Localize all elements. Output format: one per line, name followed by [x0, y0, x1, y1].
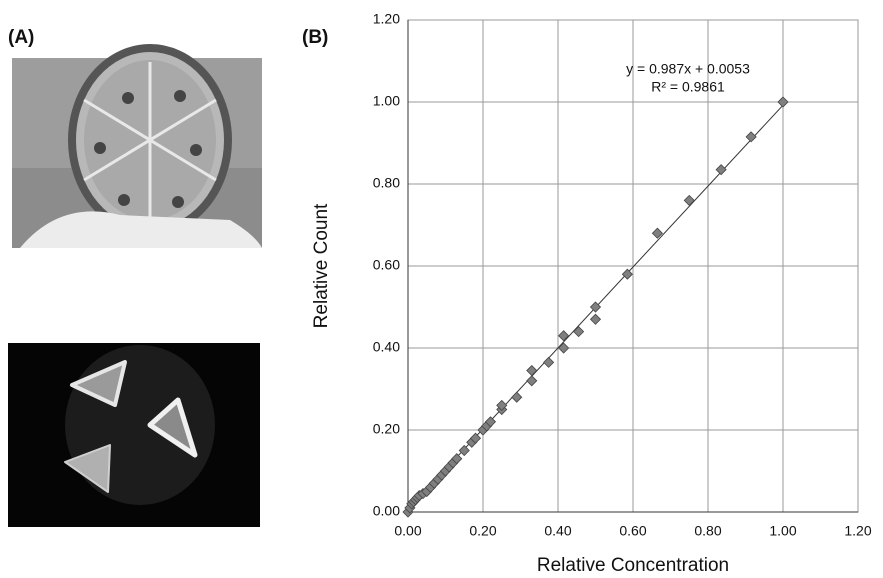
photo-fluorescence: [8, 343, 260, 527]
y-tick-label: 0.40: [373, 339, 400, 355]
point: [526, 375, 538, 387]
x-tick-label: 0.80: [694, 523, 721, 539]
point: [451, 453, 463, 465]
trendline-equation: y = 0.987x + 0.0053: [626, 61, 750, 77]
panel-label: (A): [8, 27, 34, 48]
point: [558, 342, 570, 354]
point: [715, 164, 727, 176]
point: [621, 268, 633, 280]
y-tick-label: 0.60: [373, 257, 400, 273]
point: [469, 432, 482, 444]
x-axis-title: Relative Concentration: [537, 555, 729, 576]
x-tick-label: 0.00: [394, 523, 421, 539]
y-tick-label: 0.20: [373, 421, 400, 437]
point: [526, 364, 538, 377]
panel-label: (B): [302, 27, 328, 48]
x-tick-label: 1.00: [769, 523, 796, 539]
point: [589, 313, 602, 325]
x-tick-label: 0.60: [619, 523, 646, 539]
y-tick-label: 1.00: [373, 93, 400, 109]
y-tick-label: 1.20: [373, 11, 400, 27]
y-axis-title: Relative Count: [311, 203, 332, 328]
x-tick-label: 1.20: [844, 523, 871, 539]
point: [511, 391, 523, 403]
trendline-r2: R² = 0.9861: [651, 79, 725, 95]
photo-device: [12, 44, 262, 248]
point: [651, 227, 663, 239]
point: [458, 444, 470, 457]
point: [777, 96, 789, 108]
point: [496, 399, 508, 411]
point: [745, 131, 757, 143]
point: [543, 356, 555, 368]
point: [589, 301, 602, 313]
x-tick-label: 0.20: [469, 523, 496, 539]
point: [573, 326, 585, 338]
x-tick-label: 0.40: [544, 523, 571, 539]
point: [484, 416, 497, 428]
y-tick-label: 0.00: [373, 503, 400, 519]
point: [558, 330, 570, 342]
point: [683, 194, 695, 206]
y-tick-label: 0.80: [373, 175, 400, 191]
